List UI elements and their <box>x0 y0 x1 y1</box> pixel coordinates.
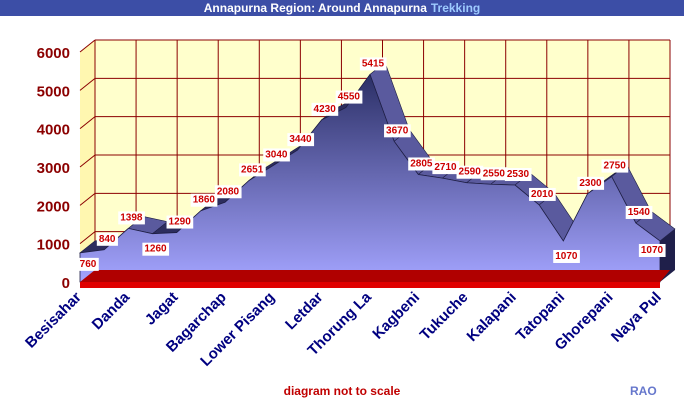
data-label-bg <box>287 133 315 147</box>
data-label: 1070 <box>555 251 578 262</box>
data-label: 2550 <box>483 168 506 179</box>
x-tick-label: Danda <box>89 288 134 333</box>
data-label-bg <box>214 185 242 199</box>
x-tick-label: Tukuche <box>417 289 472 344</box>
data-label-bg <box>504 168 532 182</box>
data-label: 3670 <box>386 125 409 136</box>
data-label-bg <box>142 242 170 256</box>
gridline-h-side <box>79 39 96 53</box>
data-label: 1398 <box>120 212 143 223</box>
data-label-bg <box>432 161 460 175</box>
credit-label: RAO <box>630 384 657 398</box>
data-label-bg <box>118 211 145 225</box>
data-label: 5415 <box>362 58 385 69</box>
x-tick-label: Kagbeni <box>369 289 423 343</box>
data-label: 2300 <box>579 178 602 189</box>
chart-title-text: Annapurna Region: Around Annapurna <box>203 1 427 15</box>
data-label: 2805 <box>410 158 433 169</box>
data-label-bg <box>239 163 266 177</box>
data-label-bg <box>335 90 363 104</box>
gridline-h-side <box>79 192 96 206</box>
data-label: 1860 <box>193 195 216 206</box>
y-tick-label: 6000 <box>37 45 70 62</box>
data-label-bg <box>625 205 653 219</box>
y-tick-label: 5000 <box>37 83 70 100</box>
data-label: 2750 <box>604 161 627 172</box>
data-label-bg <box>96 232 118 246</box>
data-label: 760 <box>80 259 97 270</box>
data-label: 3440 <box>289 134 312 145</box>
data-label: 1290 <box>169 217 192 228</box>
floor-top <box>80 270 670 282</box>
data-label-bg <box>190 193 218 207</box>
data-label-bg <box>311 102 339 116</box>
data-label-bg <box>384 124 411 138</box>
data-label-bg <box>480 167 508 181</box>
gridline-h-side <box>79 116 96 130</box>
data-label: 1260 <box>144 244 167 255</box>
gridline-h-side <box>79 77 96 91</box>
data-label: 1540 <box>628 207 651 218</box>
data-label: 2710 <box>434 162 457 173</box>
area-end-face <box>660 228 675 282</box>
data-label: 1070 <box>641 245 664 256</box>
data-label-bg <box>638 243 666 257</box>
data-label: 2530 <box>507 169 530 180</box>
y-tick-label: 3000 <box>37 160 70 177</box>
data-label: 840 <box>99 234 116 245</box>
x-tick-label: Letdar <box>282 289 327 334</box>
x-tick-label: Kalapani <box>464 289 520 345</box>
data-label-bg <box>166 215 194 229</box>
data-label-bg <box>77 257 99 271</box>
y-tick-label: 4000 <box>37 122 70 139</box>
data-label: 2010 <box>531 189 554 200</box>
x-tick-label: Naya Pul <box>608 289 665 346</box>
data-label: 3040 <box>265 149 288 160</box>
data-label-bg <box>577 176 605 190</box>
gridline-h-side <box>79 231 96 245</box>
data-label-bg <box>456 165 484 179</box>
data-label: 2080 <box>217 186 240 197</box>
y-tick-label: 1000 <box>37 237 70 254</box>
data-label: 2590 <box>459 167 482 178</box>
y-tick-label: 2000 <box>37 198 70 215</box>
data-label-bg <box>408 157 435 171</box>
gridline-h-side <box>79 154 96 168</box>
data-label: 4230 <box>314 104 337 115</box>
y-tick-label: 0 <box>62 275 70 292</box>
floor-front <box>80 282 660 288</box>
data-label: 4550 <box>338 92 361 103</box>
data-label-bg <box>359 57 387 71</box>
footer-note: diagram not to scale <box>283 384 401 398</box>
x-tick-label: Jagat <box>142 289 182 329</box>
x-tick-label: Besisahar <box>22 289 85 352</box>
data-label-bg <box>601 159 629 173</box>
chart-title-accent: Trekking <box>430 1 481 15</box>
data-label-bg <box>263 148 290 162</box>
data-label-bg <box>529 187 556 201</box>
data-label-bg <box>553 249 580 263</box>
data-label: 2651 <box>241 164 264 175</box>
chart-title: Annapurna Region: Around Annapurna Trekki… <box>0 0 684 16</box>
